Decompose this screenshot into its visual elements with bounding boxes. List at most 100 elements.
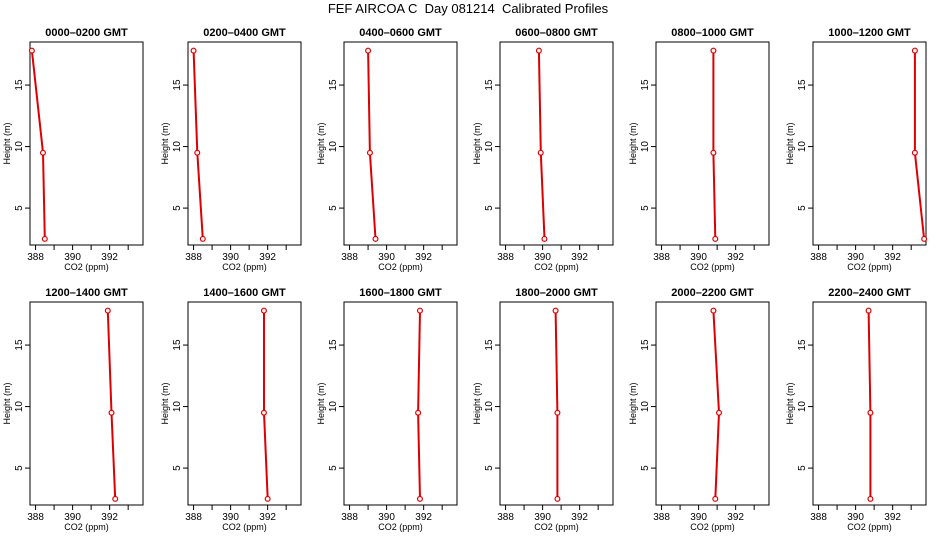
x-axis-label: CO2 (ppm)	[378, 262, 423, 272]
data-point	[537, 149, 544, 156]
x-axis-label: CO2 (ppm)	[378, 522, 423, 532]
y-tick-label: 10	[797, 401, 808, 413]
x-tick-label: 392	[259, 252, 276, 263]
profile-panel: 0000–0200 GMT 388 390 392 5 10 15 CO2 (ppm) Heig…	[2, 27, 144, 272]
y-tick-label: 5	[172, 465, 183, 471]
panel-title: 1600–1800 GMT	[359, 287, 442, 299]
data-point	[190, 47, 197, 54]
data-point	[39, 149, 46, 156]
x-axis-label: CO2 (ppm)	[534, 262, 579, 272]
y-tick-label: 15	[14, 79, 25, 91]
x-axis-label: CO2 (ppm)	[534, 522, 579, 532]
x-tick-label: 390	[378, 252, 395, 263]
x-tick-label: 390	[847, 252, 864, 263]
x-tick-label: 388	[185, 512, 202, 523]
x-tick-label: 392	[101, 512, 118, 523]
data-point	[554, 495, 561, 502]
y-tick-label: 5	[640, 205, 651, 211]
plot-frame	[499, 41, 614, 246]
y-axis-label: Height (m)	[160, 122, 170, 164]
profile-line	[106, 310, 117, 499]
plot-frame	[29, 41, 144, 246]
profile-line	[192, 50, 204, 239]
data-point	[921, 235, 928, 242]
y-tick-label: 10	[328, 401, 339, 413]
x-tick-label: 388	[341, 252, 358, 263]
x-tick-label: 388	[185, 252, 202, 263]
x-tick-label: 388	[653, 252, 670, 263]
x-tick-label: 392	[884, 252, 901, 263]
y-tick-label: 15	[172, 339, 183, 351]
plot-frame	[812, 301, 927, 506]
y-tick-label: 5	[484, 465, 495, 471]
panel-title: 2000–2200 GMT	[671, 287, 754, 299]
data-point	[199, 235, 206, 242]
y-axis-label: Height (m)	[316, 382, 326, 424]
y-axis-label: Height (m)	[785, 122, 795, 164]
y-tick-label: 10	[640, 141, 651, 153]
y-tick-label: 15	[484, 339, 495, 351]
x-tick-label: 390	[222, 512, 239, 523]
data-point	[867, 409, 874, 416]
profile-panel: 1800–2000 GMT 388 390 392 5 10 15 CO2 (ppm) Heig…	[472, 287, 614, 532]
data-point	[710, 149, 717, 156]
x-axis-label: CO2 (ppm)	[222, 262, 267, 272]
data-point	[104, 307, 111, 314]
plot-frame	[343, 301, 458, 506]
x-axis-label: CO2 (ppm)	[847, 262, 892, 272]
figure-title: FEF AIRCOA C Day 081214 Calibrated Profi…	[327, 1, 609, 16]
x-axis-label: CO2 (ppm)	[64, 262, 109, 272]
y-axis-label: Height (m)	[472, 382, 482, 424]
plot-frame	[187, 41, 302, 246]
y-tick-label: 10	[172, 401, 183, 413]
y-tick-label: 15	[640, 79, 651, 91]
panel-title: 2200–2400 GMT	[828, 287, 911, 299]
x-tick-label: 392	[571, 512, 588, 523]
x-tick-label: 392	[415, 252, 432, 263]
x-tick-label: 388	[810, 512, 827, 523]
y-tick-label: 15	[484, 79, 495, 91]
y-tick-label: 10	[14, 401, 25, 413]
y-tick-label: 15	[14, 339, 25, 351]
data-point	[194, 149, 201, 156]
x-tick-label: 388	[497, 252, 514, 263]
x-axis-label: CO2 (ppm)	[222, 522, 267, 532]
plot-frame	[29, 301, 144, 506]
y-tick-label: 15	[640, 339, 651, 351]
y-tick-label: 10	[484, 141, 495, 153]
y-axis-label: Height (m)	[2, 382, 12, 424]
profile-panel: 1600–1800 GMT 388 390 392 5 10 15 CO2 (ppm) Heig…	[316, 287, 458, 532]
profile-panel: 0800–1000 GMT 388 390 392 5 10 15 CO2 (ppm) Heig…	[628, 27, 770, 272]
y-tick-label: 10	[640, 401, 651, 413]
data-point	[260, 409, 267, 416]
profile-line	[30, 50, 46, 239]
data-point	[108, 409, 115, 416]
data-point	[416, 495, 423, 502]
y-tick-label: 5	[797, 465, 808, 471]
data-point	[112, 495, 119, 502]
profile-panel: 0400–0600 GMT 388 390 392 5 10 15 CO2 (ppm) Heig…	[316, 27, 458, 272]
y-axis-label: Height (m)	[2, 122, 12, 164]
profile-panel: 0600–0800 GMT 388 390 392 5 10 15 CO2 (ppm) Heig…	[472, 27, 614, 272]
profile-line	[867, 310, 872, 499]
x-tick-label: 390	[847, 512, 864, 523]
y-axis-label: Height (m)	[472, 122, 482, 164]
data-point	[712, 235, 719, 242]
y-tick-label: 5	[14, 465, 25, 471]
x-tick-label: 392	[727, 512, 744, 523]
data-point	[911, 149, 918, 156]
profile-line	[712, 310, 721, 499]
y-tick-label: 5	[640, 465, 651, 471]
profile-line	[554, 310, 559, 499]
panel-title: 1000–1200 GMT	[828, 27, 911, 39]
profile-line	[537, 50, 546, 239]
data-point	[415, 409, 422, 416]
panel-title: 1200–1400 GMT	[45, 287, 128, 299]
x-tick-label: 390	[534, 512, 551, 523]
data-point	[710, 307, 717, 314]
x-tick-label: 388	[497, 512, 514, 523]
data-point	[41, 235, 48, 242]
plot-frame	[655, 41, 770, 246]
x-axis-label: CO2 (ppm)	[847, 522, 892, 532]
x-tick-label: 390	[378, 512, 395, 523]
